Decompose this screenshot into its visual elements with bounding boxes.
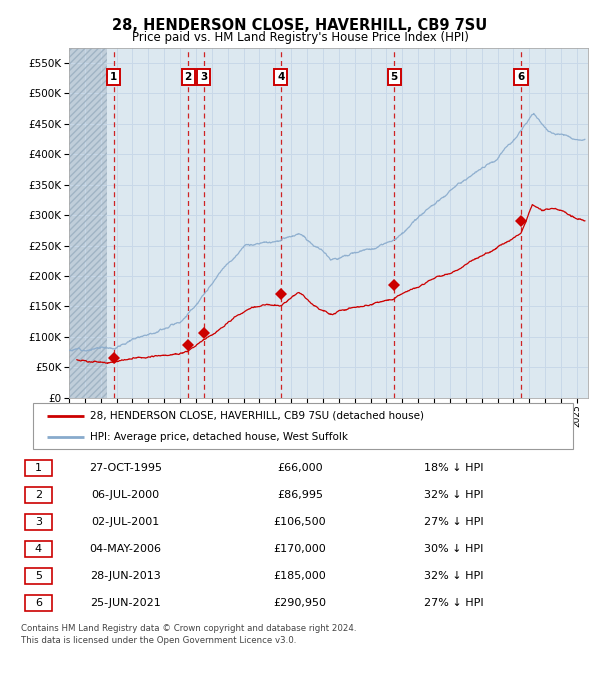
FancyBboxPatch shape [25,541,52,557]
FancyBboxPatch shape [25,460,52,475]
Text: 6: 6 [35,598,42,608]
Bar [69,48,107,398]
Text: Contains HM Land Registry data © Crown copyright and database right 2024.: Contains HM Land Registry data © Crown c… [21,624,356,632]
Text: 1: 1 [35,463,42,473]
FancyBboxPatch shape [25,596,52,611]
Text: 28-JUN-2013: 28-JUN-2013 [90,571,161,581]
Text: 28, HENDERSON CLOSE, HAVERHILL, CB9 7SU (detached house): 28, HENDERSON CLOSE, HAVERHILL, CB9 7SU … [90,411,424,420]
Text: 6: 6 [517,72,524,82]
Text: 28, HENDERSON CLOSE, HAVERHILL, CB9 7SU: 28, HENDERSON CLOSE, HAVERHILL, CB9 7SU [112,18,488,33]
Text: 30% ↓ HPI: 30% ↓ HPI [424,544,484,554]
Bar [69,48,107,398]
Text: 1: 1 [110,72,118,82]
Text: 27% ↓ HPI: 27% ↓ HPI [424,598,484,608]
Text: 4: 4 [277,72,284,82]
Text: £185,000: £185,000 [274,571,326,581]
Text: 25-JUN-2021: 25-JUN-2021 [90,598,161,608]
Text: 06-JUL-2000: 06-JUL-2000 [91,490,159,500]
Text: 27-OCT-1995: 27-OCT-1995 [89,463,161,473]
FancyBboxPatch shape [33,403,573,449]
Text: This data is licensed under the Open Government Licence v3.0.: This data is licensed under the Open Gov… [21,636,296,645]
Text: £290,950: £290,950 [274,598,326,608]
Text: 5: 5 [35,571,42,581]
Text: 04-MAY-2006: 04-MAY-2006 [89,544,161,554]
Text: 18% ↓ HPI: 18% ↓ HPI [424,463,484,473]
Text: £86,995: £86,995 [277,490,323,500]
FancyBboxPatch shape [25,487,52,503]
Text: 27% ↓ HPI: 27% ↓ HPI [424,517,484,527]
Text: £66,000: £66,000 [277,463,323,473]
Text: £170,000: £170,000 [274,544,326,554]
Text: 3: 3 [200,72,208,82]
Text: £106,500: £106,500 [274,517,326,527]
Text: HPI: Average price, detached house, West Suffolk: HPI: Average price, detached house, West… [90,432,348,442]
Text: 32% ↓ HPI: 32% ↓ HPI [424,571,484,581]
FancyBboxPatch shape [25,568,52,584]
FancyBboxPatch shape [25,514,52,530]
Text: Price paid vs. HM Land Registry's House Price Index (HPI): Price paid vs. HM Land Registry's House … [131,31,469,44]
Text: 3: 3 [35,517,42,527]
Text: 2: 2 [185,72,192,82]
Text: 5: 5 [391,72,398,82]
Text: 02-JUL-2001: 02-JUL-2001 [91,517,159,527]
Text: 2: 2 [35,490,42,500]
Text: 4: 4 [35,544,42,554]
Text: 32% ↓ HPI: 32% ↓ HPI [424,490,484,500]
